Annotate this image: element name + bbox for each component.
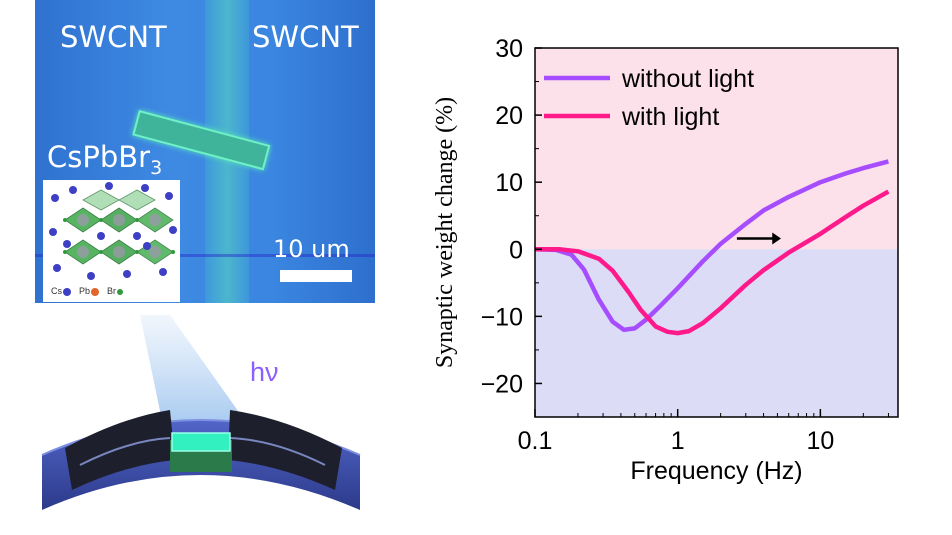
electrode-line [35,254,375,257]
material-label-subscript: 3 [150,156,163,179]
br-atom-icon [117,288,124,295]
x-axis-label: Frequency (Hz) [630,457,802,485]
plot-background [535,48,898,417]
crystal-structure-inset: Cs Pb Br [43,180,180,302]
light-label: hν [250,357,279,387]
x-tick-label: 0.1 [518,427,553,455]
synaptic-weight-chart: 30 20 10 0 −10 −20 0.1 1 10 without light with li… [432,35,899,485]
electrode-right [228,410,342,490]
perovskite-crystal-device [171,432,231,452]
electrode-left [65,410,175,490]
y-tick-label: 10 [495,169,523,197]
series-line-1 [535,189,890,336]
legend-pb-label: Pb [79,286,91,296]
chart-ticks: 30 20 10 0 −10 −20 0.1 1 10 [481,35,889,455]
series-line-0 [534,159,889,333]
swcnt-network-right [229,437,326,466]
chart-axes [534,47,899,418]
x-tick-label: 10 [806,427,834,455]
atom-legend: Cs Pb Br [51,286,126,296]
x-tick-label: 1 [671,427,685,455]
chart-series [534,159,890,336]
y-tick-label: −20 [481,370,523,398]
legend-cs-label: Cs [51,286,62,296]
material-label-base: CsPbBr [47,140,151,174]
flexible-device-illustration [41,315,361,510]
material-label: CsPbBr3 [47,140,162,179]
y-tick-label: −10 [481,303,523,331]
y-tick-label: 20 [495,102,523,130]
crystal-lattice-graphic [49,182,177,280]
y-tick-label: 0 [509,236,523,264]
cs-atom-icon [63,287,71,296]
swcnt-label-right: SWCNT [252,20,359,54]
plot-frame [534,47,899,418]
scale-bar-label: 10 um [273,235,350,263]
swcnt-label-left: SWCNT [60,20,167,54]
scale-bar [280,270,352,282]
negative-region [535,249,898,417]
chart-legend: without light with light [544,65,754,131]
legend-label-0: without light [621,65,754,93]
y-tick-label: 30 [495,35,523,63]
swcnt-network-left [79,437,171,466]
pb-atom-icon [91,287,100,296]
shift-arrow-head [772,232,782,245]
legend-label-1: with light [621,103,719,131]
y-axis-label: Synaptic weight change (%) [432,97,458,368]
legend-br-label: Br [107,286,117,296]
chart-annotation [736,232,782,245]
positive-region [535,48,898,250]
light-beam [140,315,248,435]
